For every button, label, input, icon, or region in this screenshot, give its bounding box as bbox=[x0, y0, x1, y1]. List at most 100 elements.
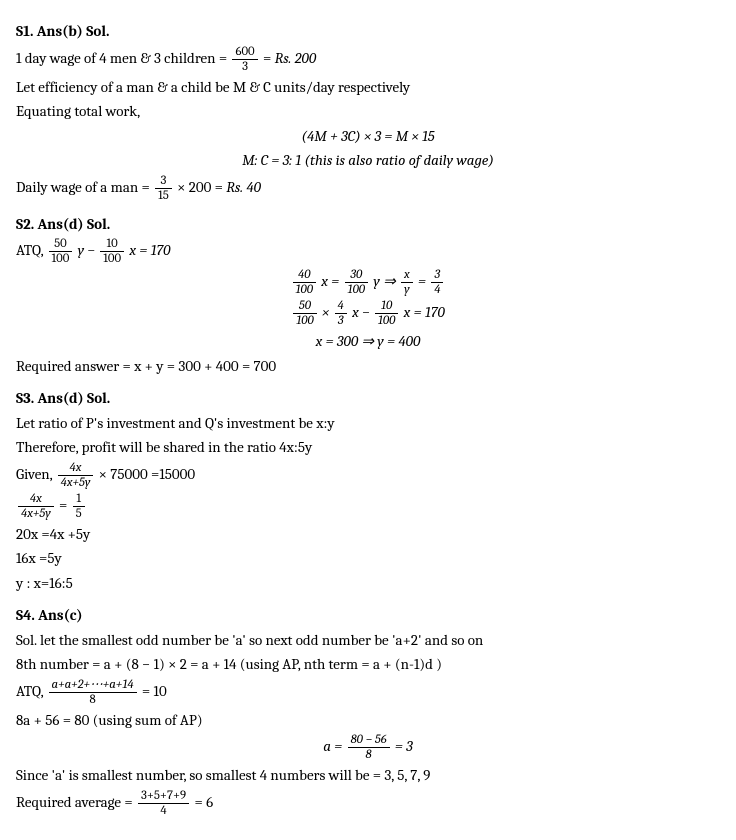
text: Rs. 40 bbox=[226, 178, 261, 196]
text: x − bbox=[352, 303, 373, 321]
s3-line1: Let ratio of P's investment and Q's inve… bbox=[16, 412, 720, 435]
numerator: 3 bbox=[431, 268, 443, 283]
fraction: 50 100 bbox=[293, 299, 316, 328]
fraction: 50 100 bbox=[49, 237, 73, 266]
text: × 75000 =15000 bbox=[99, 465, 195, 483]
text: x = bbox=[321, 272, 342, 290]
denominator: 3 bbox=[232, 60, 257, 74]
text: x = 170 bbox=[129, 241, 170, 259]
denominator: 100 bbox=[345, 283, 368, 297]
s3-line4: 4x 4x+5y = 1 5 bbox=[16, 492, 720, 521]
s1-line3: Equating total work, bbox=[16, 100, 720, 123]
text: y − bbox=[78, 241, 99, 259]
s2-eq1: 40 100 x = 30 100 y ⇒ x y = 3 4 bbox=[16, 268, 720, 297]
text: Given, bbox=[16, 465, 56, 483]
fraction: 4 3 bbox=[335, 299, 347, 328]
s3-line2: Therefore, profit will be shared in the … bbox=[16, 436, 720, 459]
denominator: 100 bbox=[293, 283, 316, 297]
text: ATQ, bbox=[16, 682, 47, 700]
fraction: 3+5+7+9 4 bbox=[138, 789, 189, 818]
numerator: 80 − 56 bbox=[348, 733, 390, 748]
s4-line2: 8th number = a + (8 − 1) × 2 = a + 14 (u… bbox=[16, 653, 720, 676]
fraction: 600 3 bbox=[232, 45, 257, 74]
s3-line5: 20x =4x +5y bbox=[16, 523, 720, 546]
text: = bbox=[263, 49, 275, 67]
s4-eq1: a = 80 − 56 8 = 3 bbox=[16, 733, 720, 762]
text: Rs. 200 bbox=[275, 49, 317, 67]
numerator: 4x bbox=[18, 492, 54, 507]
solution-s1: S1. Ans(b) Sol. 1 day wage of 4 men & 3 … bbox=[16, 20, 720, 203]
text: y ⇒ bbox=[373, 272, 399, 290]
text: ATQ, bbox=[16, 241, 43, 259]
s1-eq1: (4M + 3C) × 3 = M × 15 bbox=[16, 125, 720, 148]
fraction: 10 100 bbox=[100, 237, 124, 266]
s4-header: S4. Ans(c) bbox=[16, 604, 720, 627]
s1-line1: 1 day wage of 4 men & 3 children = 600 3… bbox=[16, 45, 720, 74]
numerator: 3+5+7+9 bbox=[138, 789, 189, 804]
s2-eq3: x = 300 ⇒ y = 400 bbox=[16, 330, 720, 353]
fraction: 1 5 bbox=[73, 492, 85, 521]
text: = 10 bbox=[142, 682, 167, 700]
fraction: 3 4 bbox=[431, 268, 443, 297]
solution-s3: S3. Ans(d) Sol. Let ratio of P's investm… bbox=[16, 387, 720, 594]
solution-s2: S2. Ans(d) Sol. ATQ, 50 100 y − 10 100 x… bbox=[16, 213, 720, 378]
denominator: y bbox=[401, 283, 413, 297]
text: = bbox=[418, 272, 429, 290]
denominator: 100 bbox=[100, 252, 124, 266]
fraction: a+a+2+⋯+a+14 8 bbox=[49, 678, 137, 707]
numerator: 1 bbox=[73, 492, 85, 507]
s3-line7: y : x=16:5 bbox=[16, 572, 720, 595]
text: = bbox=[59, 496, 67, 514]
fraction: 80 − 56 8 bbox=[348, 733, 390, 762]
s2-header: S2. Ans(d) Sol. bbox=[16, 213, 720, 236]
denominator: 100 bbox=[293, 314, 316, 328]
numerator: x bbox=[401, 268, 413, 283]
fraction: 30 100 bbox=[345, 268, 368, 297]
fraction: 40 100 bbox=[293, 268, 316, 297]
numerator: 3 bbox=[155, 174, 172, 189]
fraction: 4x 4x+5y bbox=[58, 461, 94, 490]
text: Required average = bbox=[16, 793, 136, 811]
numerator: 50 bbox=[293, 299, 316, 314]
s2-line1: ATQ, 50 100 y − 10 100 x = 170 bbox=[16, 237, 720, 266]
s2-eq2: 50 100 × 4 3 x − 10 100 x = 170 bbox=[16, 299, 720, 328]
text: 1 day wage of 4 men & 3 children = bbox=[16, 49, 230, 67]
fraction: 10 100 bbox=[375, 299, 398, 328]
numerator: 10 bbox=[375, 299, 398, 314]
numerator: 40 bbox=[293, 268, 316, 283]
text: ) bbox=[488, 151, 494, 169]
fraction: x y bbox=[401, 268, 413, 297]
text: = 6 bbox=[194, 793, 213, 811]
denominator: 4 bbox=[138, 804, 189, 818]
denominator: 8 bbox=[348, 748, 390, 762]
text: x = 170 bbox=[404, 303, 445, 321]
text: × bbox=[322, 303, 333, 321]
s1-header: S1. Ans(b) Sol. bbox=[16, 20, 720, 43]
denominator: 4x+5y bbox=[58, 476, 94, 490]
fraction: 3 15 bbox=[155, 174, 172, 203]
s4-line3: ATQ, a+a+2+⋯+a+14 8 = 10 bbox=[16, 678, 720, 707]
denominator: 8 bbox=[49, 693, 137, 707]
numerator: 4 bbox=[335, 299, 347, 314]
s1-line2: Let efficiency of a man & a child be M &… bbox=[16, 76, 720, 99]
numerator: a+a+2+⋯+a+14 bbox=[49, 678, 137, 693]
text: = 3 bbox=[395, 737, 413, 755]
denominator: 100 bbox=[375, 314, 398, 328]
s2-line2: Required answer = x + y = 300 + 400 = 70… bbox=[16, 355, 720, 378]
s4-line6: Required average = 3+5+7+9 4 = 6 bbox=[16, 789, 720, 818]
text: × 200 = bbox=[177, 178, 226, 196]
numerator: 50 bbox=[49, 237, 73, 252]
denominator: 4 bbox=[431, 283, 443, 297]
denominator: 15 bbox=[155, 189, 172, 203]
s3-line3: Given, 4x 4x+5y × 75000 =15000 bbox=[16, 461, 720, 490]
numerator: 10 bbox=[100, 237, 124, 252]
solution-s4: S4. Ans(c) Sol. let the smallest odd num… bbox=[16, 604, 720, 818]
numerator: 4x bbox=[58, 461, 94, 476]
s3-header: S3. Ans(d) Sol. bbox=[16, 387, 720, 410]
denominator: 100 bbox=[49, 252, 73, 266]
text: a = bbox=[323, 737, 345, 755]
text: M: C = 3: 1 ( bbox=[242, 151, 310, 169]
denominator: 3 bbox=[335, 314, 347, 328]
numerator: 600 bbox=[232, 45, 257, 60]
s3-line6: 16x =5y bbox=[16, 547, 720, 570]
